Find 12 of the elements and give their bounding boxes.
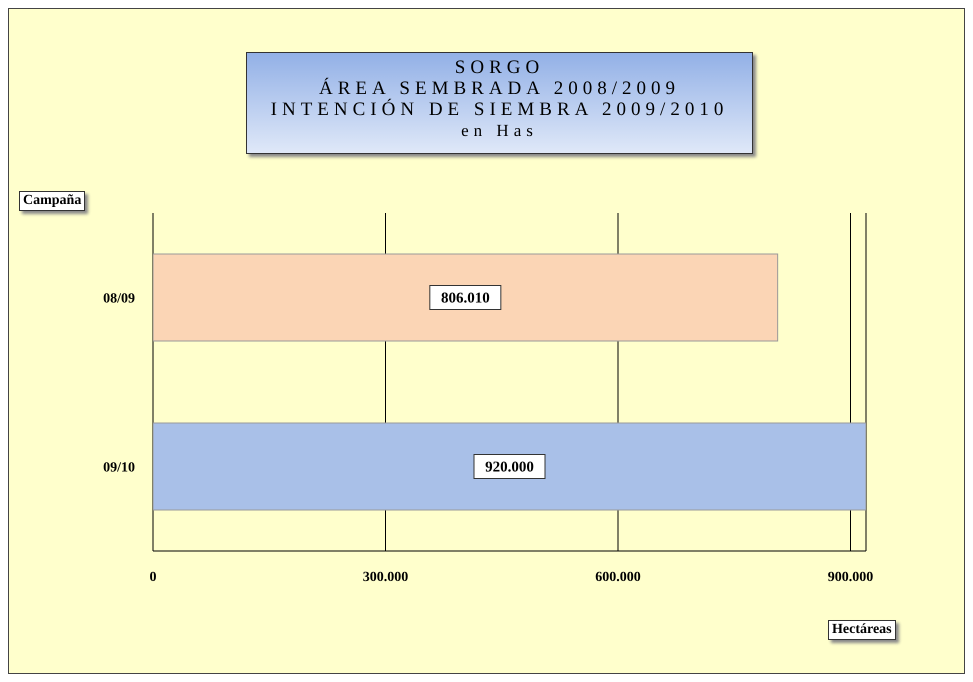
y-axis-title: Campaña	[19, 191, 86, 211]
x-tick-label: 0	[150, 570, 156, 585]
data-label: 920.000	[485, 460, 534, 476]
y-tick-label: 08/09	[103, 291, 135, 306]
data-label: 806.010	[440, 290, 490, 306]
x-tick-label: 600.000	[595, 570, 641, 585]
chart-title: SORGO ÁREA SEMBRADA 2008/2009 INTENCIÓN DE SIEMBRA 2009/2010	[270, 57, 730, 120]
x-tick-label: 300.000	[362, 570, 408, 585]
y-tick-label: 09/10	[103, 460, 135, 476]
x-tick-label: 900.000	[828, 570, 874, 585]
chart-subtitle: en Has	[460, 120, 539, 141]
x-axis-title: Hectáreas	[828, 620, 896, 640]
